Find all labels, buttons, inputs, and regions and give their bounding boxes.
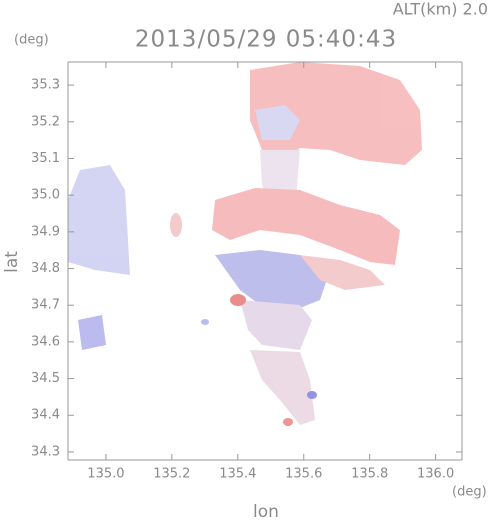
y-tick-label: 34.3 — [31, 444, 60, 459]
x-tick-label: 135.0 — [87, 467, 124, 482]
y-tick-label: 34.4 — [31, 408, 60, 423]
y-tick-label: 34.5 — [31, 371, 60, 386]
x-tick-label: 135.6 — [285, 467, 322, 482]
x-tick-label: 136.0 — [417, 467, 454, 482]
y-tick-label: 35.3 — [31, 78, 60, 93]
y-tick-label: 34.7 — [31, 298, 60, 313]
x-tick-label: 135.2 — [153, 467, 190, 482]
x-unit: (deg) — [452, 485, 487, 500]
y-tick-label: 35.0 — [31, 188, 60, 203]
x-tick-label: 135.8 — [351, 467, 388, 482]
y-tick-label: 34.9 — [31, 224, 60, 239]
x-axis-label: lon — [253, 502, 279, 521]
plot-frame — [67, 61, 463, 461]
y-axis-label: lat — [2, 251, 22, 273]
chart-title: 2013/05/29 05:40:43 — [135, 27, 397, 53]
altitude: ALT(km) 2.0 — [393, 0, 488, 19]
y-tick-label: 34.8 — [31, 261, 60, 276]
radar-field — [68, 62, 422, 426]
y-tick-label: 34.6 — [31, 334, 60, 349]
y-tick-label: 35.2 — [31, 114, 60, 129]
x-tick-label: 135.4 — [219, 467, 256, 482]
y-tick-label: 35.1 — [31, 151, 60, 166]
y-unit: (deg) — [14, 33, 49, 48]
